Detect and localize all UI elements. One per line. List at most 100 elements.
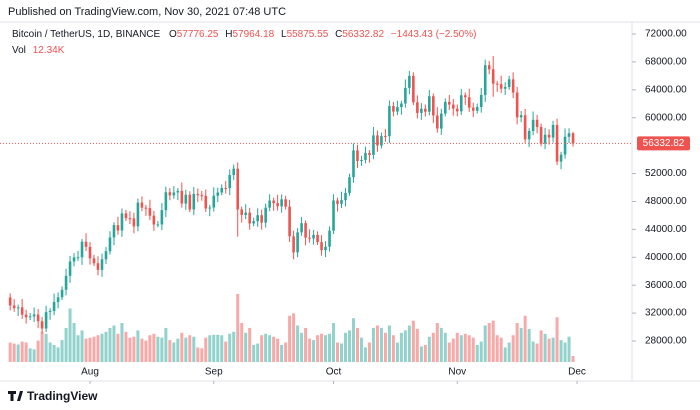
volume-bar — [48, 342, 52, 362]
volume-bar — [511, 335, 515, 362]
volume-bar — [344, 332, 348, 362]
candle-body — [491, 69, 495, 84]
y-tick-label: 44000.00 — [645, 224, 687, 235]
candle-body — [451, 104, 455, 109]
volume-bar — [256, 343, 260, 362]
legend-line: Bitcoin / TetherUS, 1D, BINANCE O57776.2… — [12, 29, 476, 40]
candle-body — [408, 75, 411, 88]
x-tick-label: Sep — [205, 367, 223, 378]
candle-body — [76, 257, 80, 259]
candle-body — [28, 316, 32, 318]
candle-body — [216, 192, 220, 196]
volume-bar — [439, 327, 443, 362]
volume-bar — [403, 330, 407, 362]
volume-bar — [495, 335, 499, 362]
volume-bar — [316, 335, 320, 362]
candle-body — [527, 130, 531, 140]
volume-bar — [423, 344, 427, 362]
candle-body — [571, 133, 575, 144]
candle-body — [204, 195, 208, 209]
candle-body — [200, 195, 204, 197]
volume-bar — [224, 341, 228, 362]
candle-body — [188, 194, 192, 210]
candle-body — [72, 257, 76, 262]
volume-legend: Vol 12.34K — [12, 45, 65, 56]
change: −1443.43 (−2.50%) — [391, 29, 477, 40]
volume-bar — [567, 336, 571, 362]
candle-body — [404, 87, 407, 104]
candle-body — [224, 187, 228, 189]
volume-bar — [36, 340, 40, 362]
volume-key: Vol — [12, 45, 26, 56]
candle-body — [288, 206, 291, 237]
candle-body — [240, 209, 244, 215]
volume-bar — [355, 327, 359, 362]
volume-bar — [136, 330, 140, 362]
ohlc-value: 57776.25 — [177, 29, 219, 40]
candle-body — [260, 215, 263, 223]
volume-bar — [399, 332, 403, 362]
candle-body — [160, 210, 164, 225]
candle-body — [308, 237, 311, 239]
volume-bar — [188, 335, 192, 362]
volume-bar — [128, 337, 132, 362]
candle-body — [400, 103, 403, 108]
candle-body — [455, 108, 459, 112]
candle-body — [124, 213, 128, 219]
candle-body — [128, 218, 132, 220]
candle-body — [332, 200, 335, 231]
candle-body — [388, 106, 391, 137]
candle-body — [447, 101, 451, 105]
volume-bar — [300, 332, 304, 362]
candle-body — [340, 200, 343, 204]
volume-bar — [144, 340, 148, 362]
last-price-label: 56332.82 — [643, 138, 685, 149]
volume-bar — [304, 327, 308, 362]
volume-bar — [519, 327, 523, 362]
volume-bar — [32, 349, 36, 362]
volume-bar — [100, 333, 104, 362]
candle-body — [180, 190, 184, 204]
candle-body — [184, 194, 188, 204]
volume-bar — [503, 347, 507, 362]
volume-bar — [367, 342, 371, 362]
volume-bar — [292, 313, 296, 362]
candle-body — [312, 234, 315, 239]
y-tick-label: 48000.00 — [645, 196, 687, 207]
candle-body — [499, 84, 503, 89]
volume-bar — [320, 333, 324, 362]
candle-body — [459, 95, 463, 112]
candle-body — [551, 124, 555, 138]
candle-body — [348, 177, 351, 193]
volume-bar — [164, 327, 168, 362]
candle-body — [232, 168, 236, 176]
candle-body — [304, 223, 307, 238]
volume-bar — [12, 343, 16, 362]
volume-bar — [272, 336, 276, 362]
candle-body — [80, 241, 84, 258]
volume-bar — [415, 328, 419, 362]
plot — [8, 56, 575, 362]
volume-bar — [563, 342, 567, 362]
volume-bar — [264, 333, 268, 362]
volume-bar — [192, 336, 196, 362]
candle-body — [392, 106, 395, 112]
volume-bar — [375, 325, 379, 362]
candle-body — [412, 75, 415, 103]
candle-body — [539, 127, 543, 144]
brand-name: TradingView — [27, 389, 98, 403]
volume-bar — [16, 344, 20, 362]
candle-body — [432, 96, 435, 116]
candle-body — [112, 225, 116, 238]
candle-body — [471, 107, 475, 111]
volume-bar — [88, 337, 92, 362]
volume-bar — [104, 331, 108, 362]
volume-bar — [447, 342, 451, 362]
volume-bar — [312, 340, 316, 362]
candle-body — [511, 79, 515, 93]
candle-body — [356, 150, 359, 161]
candle-body — [12, 305, 16, 309]
volume-bar — [180, 332, 184, 362]
volume-bar — [411, 320, 415, 362]
volume-bar — [471, 337, 475, 362]
